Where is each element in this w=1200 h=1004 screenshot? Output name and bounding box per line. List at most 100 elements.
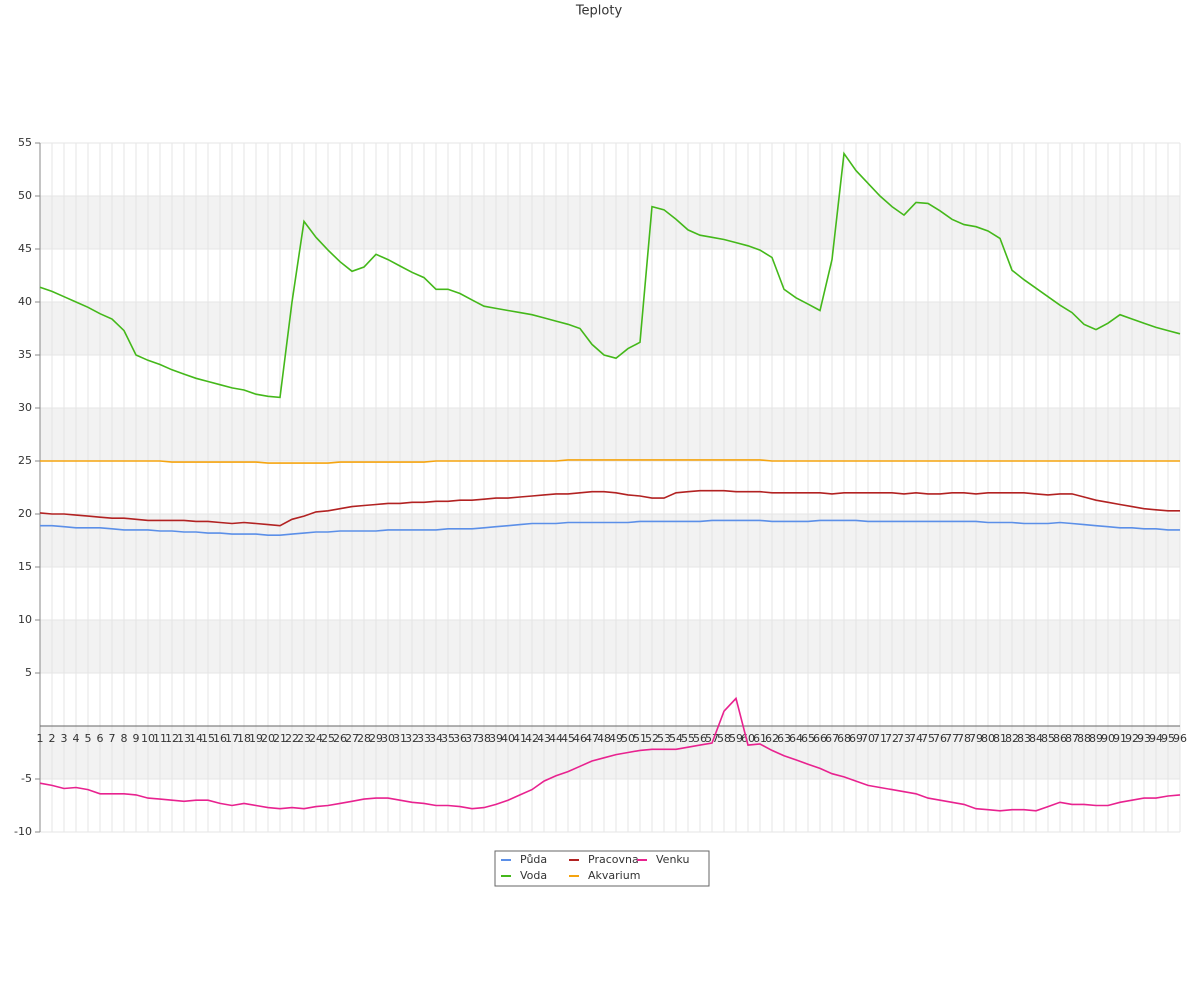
x-tick-label: 58 xyxy=(717,732,731,745)
legend-label: Akvarium xyxy=(588,869,640,882)
series-line xyxy=(39,696,1181,812)
y-tick-label: 30 xyxy=(18,401,32,414)
x-tick-label: 29 xyxy=(369,732,383,745)
x-tick-label: 18 xyxy=(237,732,251,745)
x-tick-label: 63 xyxy=(777,732,791,745)
x-tick-label: 16 xyxy=(213,732,227,745)
x-tick-label: 39 xyxy=(489,732,503,745)
x-tick-label: 44 xyxy=(549,732,563,745)
x-tick-label: 61 xyxy=(753,732,767,745)
x-tick-label: 93 xyxy=(1137,732,1151,745)
x-tick-label: 22 xyxy=(285,732,299,745)
y-tick-label: 10 xyxy=(18,613,32,626)
x-tick-label: 82 xyxy=(1005,732,1019,745)
x-tick-label: 5 xyxy=(85,732,92,745)
x-tick-label: 83 xyxy=(1017,732,1031,745)
x-tick-label: 65 xyxy=(801,732,815,745)
y-tick-label: -10 xyxy=(14,825,32,838)
x-tick-label: 41 xyxy=(513,732,527,745)
series-line xyxy=(40,519,1180,536)
x-tick-label: 75 xyxy=(921,732,935,745)
x-tick-label: 71 xyxy=(873,732,887,745)
x-tick-label: 23 xyxy=(297,732,311,745)
x-tick-label: 87 xyxy=(1065,732,1079,745)
y-tick-label: 50 xyxy=(18,189,32,202)
legend: Půda Voda Pracovna Akvarium Venku xyxy=(494,850,710,887)
x-tick-label: 25 xyxy=(321,732,335,745)
x-tick-label: 19 xyxy=(249,732,263,745)
x-tick-label: 92 xyxy=(1125,732,1139,745)
x-tick-label: 28 xyxy=(357,732,371,745)
chart-title: Teploty xyxy=(575,4,623,19)
x-tick-label: 10 xyxy=(141,732,155,745)
x-tick-label: 47 xyxy=(585,732,599,745)
x-tick-label: 50 xyxy=(621,732,635,745)
x-tick-label: 37 xyxy=(465,732,479,745)
x-tick-label: 90 xyxy=(1101,732,1115,745)
x-tick-label: 78 xyxy=(957,732,971,745)
x-tick-label: 36 xyxy=(453,732,467,745)
y-tick-label: 35 xyxy=(18,348,32,361)
x-tick-label: 51 xyxy=(633,732,647,745)
x-tick-label: 9 xyxy=(133,732,140,745)
x-tick-label: 89 xyxy=(1089,732,1103,745)
x-tick-label: 76 xyxy=(933,732,947,745)
x-tick-label: 77 xyxy=(945,732,959,745)
grid-band xyxy=(40,726,1180,779)
x-tick-label: 48 xyxy=(597,732,611,745)
x-tick-label: 17 xyxy=(225,732,239,745)
x-tick-label: 30 xyxy=(381,732,395,745)
y-tick-label: 15 xyxy=(18,560,32,573)
x-tick-label: 86 xyxy=(1053,732,1067,745)
x-tick-label: 14 xyxy=(189,732,203,745)
x-tick-label: 11 xyxy=(153,732,167,745)
grid-band xyxy=(40,196,1180,249)
x-tick-label: 84 xyxy=(1029,732,1043,745)
x-tick-label: 91 xyxy=(1113,732,1127,745)
x-tick-label: 31 xyxy=(393,732,407,745)
x-tick-label: 24 xyxy=(309,732,323,745)
x-tick-label: 96 xyxy=(1173,732,1187,745)
y-tick-label: 45 xyxy=(18,242,32,255)
x-tick-label: 40 xyxy=(501,732,515,745)
x-tick-label: 94 xyxy=(1149,732,1163,745)
x-tick-label: 73 xyxy=(897,732,911,745)
x-tick-label: 32 xyxy=(405,732,419,745)
x-tick-label: 95 xyxy=(1161,732,1175,745)
series-line xyxy=(39,489,1180,527)
x-tick-label: 52 xyxy=(645,732,659,745)
x-tick-label: 85 xyxy=(1041,732,1055,745)
x-tick-label: 38 xyxy=(477,732,491,745)
x-tick-label: 69 xyxy=(849,732,863,745)
x-tick-label: 62 xyxy=(765,732,779,745)
x-tick-label: 26 xyxy=(333,732,347,745)
y-tick-label: -5 xyxy=(21,772,32,785)
legend-label: Voda xyxy=(520,869,547,882)
x-tick-label: 54 xyxy=(669,732,683,745)
x-tick-label: 88 xyxy=(1077,732,1091,745)
series-line xyxy=(39,151,1181,399)
y-tick-label: 25 xyxy=(18,454,32,467)
x-tick-label: 79 xyxy=(969,732,983,745)
x-tick-label: 46 xyxy=(573,732,587,745)
legend-label: Venku xyxy=(656,853,689,866)
x-tick-label: 12 xyxy=(165,732,179,745)
x-tick-label: 21 xyxy=(273,732,287,745)
x-tick-label: 60 xyxy=(741,732,755,745)
x-tick-label: 56 xyxy=(693,732,707,745)
x-tick-label: 49 xyxy=(609,732,623,745)
legend-label: Půda xyxy=(520,853,547,866)
x-tick-label: 59 xyxy=(729,732,743,745)
y-tick-label: 55 xyxy=(18,136,32,149)
x-tick-label: 42 xyxy=(525,732,539,745)
x-tick-label: 72 xyxy=(885,732,899,745)
x-tick-label: 55 xyxy=(681,732,695,745)
x-tick-label: 68 xyxy=(837,732,851,745)
x-tick-label: 1 xyxy=(37,732,44,745)
x-tick-label: 70 xyxy=(861,732,875,745)
legend-box xyxy=(494,850,710,887)
x-tick-label: 4 xyxy=(73,732,80,745)
series-line xyxy=(40,459,1180,464)
x-tick-label: 3 xyxy=(61,732,68,745)
